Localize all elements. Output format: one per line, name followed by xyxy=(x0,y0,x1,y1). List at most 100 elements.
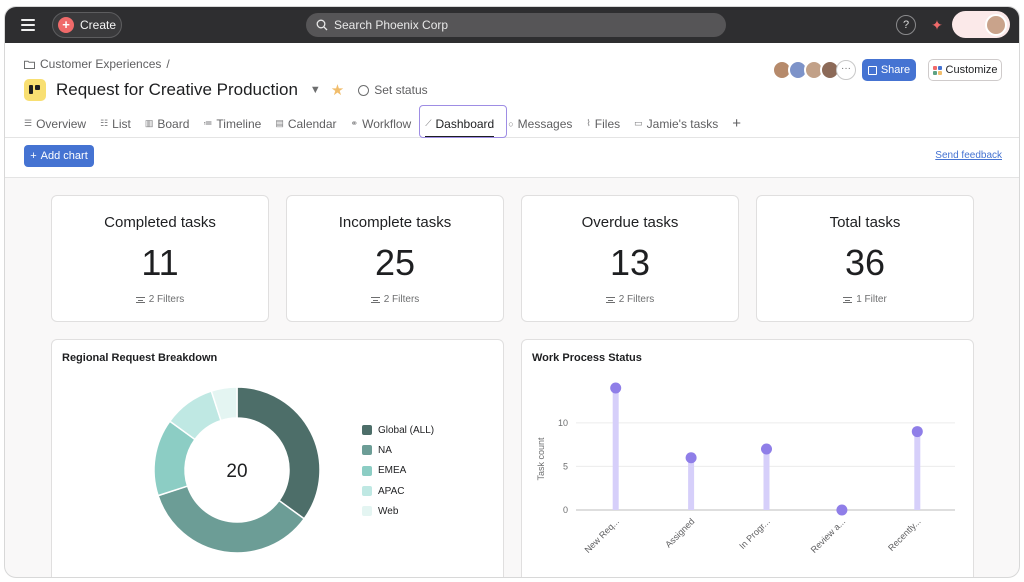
app-window: + Create Search Phoenix Corp ? ✦ Custome… xyxy=(4,6,1020,578)
filter-label: 2 Filters xyxy=(383,294,420,305)
legend-item[interactable]: Web xyxy=(362,501,434,521)
x-tick-label: Recently... xyxy=(886,516,923,553)
member-avatars[interactable]: ··· xyxy=(772,60,856,80)
stat-filter[interactable]: 2 Filters xyxy=(52,294,268,305)
tab-label: Timeline xyxy=(216,116,262,131)
lock-icon xyxy=(867,65,877,75)
tab-label: Workflow xyxy=(362,116,412,131)
legend-label: NA xyxy=(378,444,392,456)
search-input[interactable]: Search Phoenix Corp xyxy=(306,13,726,37)
add-chart-button[interactable]: + Add chart xyxy=(24,145,94,167)
x-tick-label: New Req... xyxy=(583,516,622,555)
share-button[interactable]: Share xyxy=(862,59,916,81)
stat-value: 25 xyxy=(374,242,416,283)
ai-sparkle-icon[interactable]: ✦ xyxy=(931,17,943,33)
tab-label: Overview xyxy=(36,116,87,131)
stat-card-incomplete[interactable]: Incomplete tasks 25 2 Filters xyxy=(286,195,504,322)
legend-item[interactable]: APAC xyxy=(362,481,434,501)
profile-button[interactable] xyxy=(952,11,1010,38)
data-point[interactable] xyxy=(836,504,848,516)
data-point[interactable] xyxy=(685,452,697,464)
overview-icon: ☰ xyxy=(24,118,33,128)
project-icon xyxy=(24,79,46,101)
stat-card-overdue[interactable]: Overdue tasks 13 2 Filters xyxy=(521,195,739,322)
chart-title: Regional Request Breakdown xyxy=(62,352,218,364)
tab-bar: ☰ Overview ☷ List ▥ Board ≔ Timeline ▤ Calend… xyxy=(24,109,741,138)
share-label: Share xyxy=(880,64,911,76)
x-tick-label: In Progr... xyxy=(737,516,772,551)
legend-swatch xyxy=(362,425,372,436)
donut-slice[interactable] xyxy=(210,386,238,422)
files-icon: ⌇ xyxy=(586,118,591,128)
add-tab-icon[interactable]: + xyxy=(732,115,742,132)
breadcrumb: Customer Experiences / xyxy=(24,57,170,71)
star-icon[interactable]: ★ xyxy=(330,82,345,99)
customize-icon xyxy=(932,65,942,75)
stat-value: 13 xyxy=(609,242,651,283)
list-icon: ☷ xyxy=(100,118,109,128)
filter-icon xyxy=(135,296,145,303)
set-status-button[interactable]: Set status xyxy=(374,83,428,97)
plus-icon: + xyxy=(58,17,74,33)
y-tick-label: 0 xyxy=(563,505,568,515)
menu-icon[interactable] xyxy=(21,15,41,35)
stat-title: Total tasks xyxy=(829,214,901,231)
stat-filter[interactable]: 2 Filters xyxy=(287,294,503,305)
legend-item[interactable]: NA xyxy=(362,440,434,460)
tab-timeline[interactable]: ≔ Timeline xyxy=(203,109,261,138)
stat-card-total[interactable]: Total tasks 36 1 Filter xyxy=(756,195,974,322)
tab-workflow[interactable]: ⚭ Workflow xyxy=(351,109,412,138)
create-button[interactable]: + Create xyxy=(52,12,122,38)
status-circle-icon xyxy=(358,84,370,96)
dashboard-icon: ⟋ xyxy=(425,118,432,128)
stat-filter[interactable]: 2 Filters xyxy=(522,294,738,305)
legend-swatch xyxy=(362,486,372,497)
donut-slice[interactable] xyxy=(236,386,321,520)
send-feedback-link[interactable]: Send feedback xyxy=(935,150,1002,161)
lollipop-stem xyxy=(688,457,695,510)
messages-icon: ○ xyxy=(508,118,514,129)
donut-slice[interactable] xyxy=(157,485,306,554)
filter-label: 2 Filters xyxy=(618,294,655,305)
more-members-icon[interactable]: ··· xyxy=(836,60,856,80)
donut-chart: 20 xyxy=(153,386,321,554)
data-point[interactable] xyxy=(610,382,622,394)
board-icon: ▥ xyxy=(144,118,154,128)
data-point[interactable] xyxy=(911,426,923,438)
filter-icon xyxy=(843,296,853,303)
customize-label: Customize xyxy=(945,64,998,76)
data-point[interactable] xyxy=(761,443,772,455)
tab-calendar[interactable]: ▤ Calendar xyxy=(275,109,336,138)
tasks-icon: ▭ xyxy=(634,118,643,128)
tab-overview[interactable]: ☰ Overview xyxy=(24,109,86,138)
tab-label: Messages xyxy=(517,116,573,131)
stat-title: Incomplete tasks xyxy=(338,214,452,231)
work-process-card[interactable]: Work Process Status 0 5 10 Task count New Re… xyxy=(521,339,974,577)
stat-card-completed[interactable]: Completed tasks 11 2 Filters xyxy=(51,195,269,322)
y-tick-label: 5 xyxy=(563,461,568,471)
tab-list[interactable]: ☷ List xyxy=(100,109,131,138)
workflow-icon: ⚭ xyxy=(350,118,359,128)
help-icon[interactable]: ? xyxy=(896,15,916,35)
stat-filter[interactable]: 1 Filter xyxy=(757,294,973,305)
add-chart-label: Add chart xyxy=(40,150,88,162)
regional-breakdown-card[interactable]: Regional Request Breakdown 20 Global (AL… xyxy=(51,339,504,577)
page-title[interactable]: Request for Creative Production xyxy=(56,80,298,99)
title-row: Request for Creative Production ▼ ★ Set … xyxy=(24,79,428,101)
tab-files[interactable]: ⌇ Files xyxy=(586,109,620,138)
chart-legend: Global (ALL) NA EMEA APAC Web xyxy=(362,420,434,521)
breadcrumb-link[interactable]: Customer Experiences xyxy=(40,57,162,71)
chevron-down-icon[interactable]: ▼ xyxy=(309,84,321,96)
filter-label: 2 Filters xyxy=(148,294,185,305)
lollipop-chart: 0 5 10 Task count New Req... Assigned In Progr… xyxy=(536,382,955,555)
tab-messages[interactable]: ○ Messages xyxy=(508,109,572,138)
tab-jamies-tasks[interactable]: ▭ Jamie's tasks xyxy=(634,109,718,138)
customize-button[interactable]: Customize xyxy=(928,59,1002,81)
legend-item[interactable]: EMEA xyxy=(362,461,434,481)
tab-dashboard[interactable]: ⟋ Dashboard xyxy=(425,109,495,138)
avatar xyxy=(985,13,1007,36)
legend-item[interactable]: Global (ALL) xyxy=(362,420,434,440)
tab-board[interactable]: ▥ Board xyxy=(145,109,190,138)
filter-icon xyxy=(605,296,615,303)
legend-swatch xyxy=(362,445,372,456)
